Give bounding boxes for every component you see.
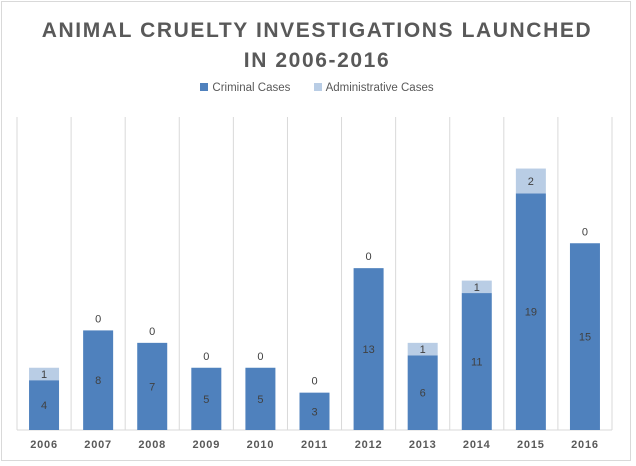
x-tick-label: 2006 <box>30 439 58 451</box>
bar-criminal <box>569 243 600 430</box>
bar-administrative <box>29 367 60 381</box>
data-label-administrative: 0 <box>203 351 209 363</box>
bar-criminal <box>191 367 222 430</box>
legend-swatch-criminal <box>200 83 209 91</box>
chart-title-line-1: ANIMAL CRUELTY INVESTIGATIONS LAUNCHED <box>41 19 593 42</box>
data-label-criminal: 13 <box>362 344 374 356</box>
bar-administrative <box>407 342 438 356</box>
x-tick-label: 2014 <box>463 439 491 451</box>
chart-title: ANIMAL CRUELTY INVESTIGATIONS LAUNCHED I… <box>2 16 632 76</box>
data-label-administrative: 1 <box>41 369 47 381</box>
data-label-criminal: 5 <box>257 394 263 406</box>
x-tick-label: 2008 <box>138 439 166 451</box>
data-label-criminal: 19 <box>525 307 537 319</box>
data-label-administrative: 0 <box>257 351 263 363</box>
data-label-administrative: 1 <box>420 344 426 356</box>
x-tick-label: 2013 <box>409 439 437 451</box>
data-label-criminal: 11 <box>471 357 482 369</box>
bar-criminal <box>461 293 492 430</box>
data-label-criminal: 3 <box>311 406 317 418</box>
bar-criminal <box>353 268 384 430</box>
bar-criminal <box>29 380 60 430</box>
data-label-criminal: 15 <box>579 332 591 344</box>
bar-administrative <box>515 168 546 194</box>
data-label-administrative: 0 <box>95 313 101 325</box>
bar-criminal <box>515 193 546 430</box>
bar-criminal <box>245 367 276 430</box>
chart-legend: Criminal Cases Administrative Cases <box>2 82 632 94</box>
chart-title-line-2: IN 2006-2016 <box>243 49 391 72</box>
x-tick-label: 2011 <box>301 439 328 451</box>
x-tick-label: 2016 <box>571 439 599 451</box>
data-label-criminal: 7 <box>149 381 155 393</box>
bar-criminal <box>299 392 330 430</box>
bar-criminal <box>137 342 168 430</box>
x-tick-label: 2015 <box>517 439 545 451</box>
x-tick-label: 2009 <box>192 439 220 451</box>
legend-item-criminal: Criminal Cases <box>200 82 290 94</box>
legend-item-administrative: Administrative Cases <box>313 82 434 94</box>
data-label-administrative: 0 <box>311 376 317 388</box>
chart-frame: ANIMAL CRUELTY INVESTIGATIONS LAUNCHED I… <box>1 1 631 461</box>
chart-plot: 4120068020077020085020095020103020111302… <box>16 117 613 451</box>
data-label-administrative: 0 <box>366 251 372 263</box>
legend-label-criminal: Criminal Cases <box>212 82 291 94</box>
data-label-criminal: 8 <box>95 375 101 387</box>
legend-swatch-administrative <box>313 83 322 91</box>
x-tick-label: 2010 <box>247 439 275 451</box>
data-label-criminal: 6 <box>420 388 426 400</box>
x-tick-label: 2012 <box>355 439 383 451</box>
x-tick-label: 2007 <box>84 439 112 451</box>
data-label-criminal: 4 <box>41 400 47 412</box>
data-label-administrative: 0 <box>582 226 588 238</box>
bar-administrative <box>461 280 492 294</box>
bar-criminal <box>407 355 438 430</box>
bar-criminal <box>83 330 114 430</box>
data-label-administrative: 1 <box>474 282 480 294</box>
data-label-criminal: 5 <box>203 394 209 406</box>
legend-label-administrative: Administrative Cases <box>325 82 434 94</box>
data-label-administrative: 0 <box>149 326 155 338</box>
data-label-administrative: 2 <box>528 176 534 188</box>
